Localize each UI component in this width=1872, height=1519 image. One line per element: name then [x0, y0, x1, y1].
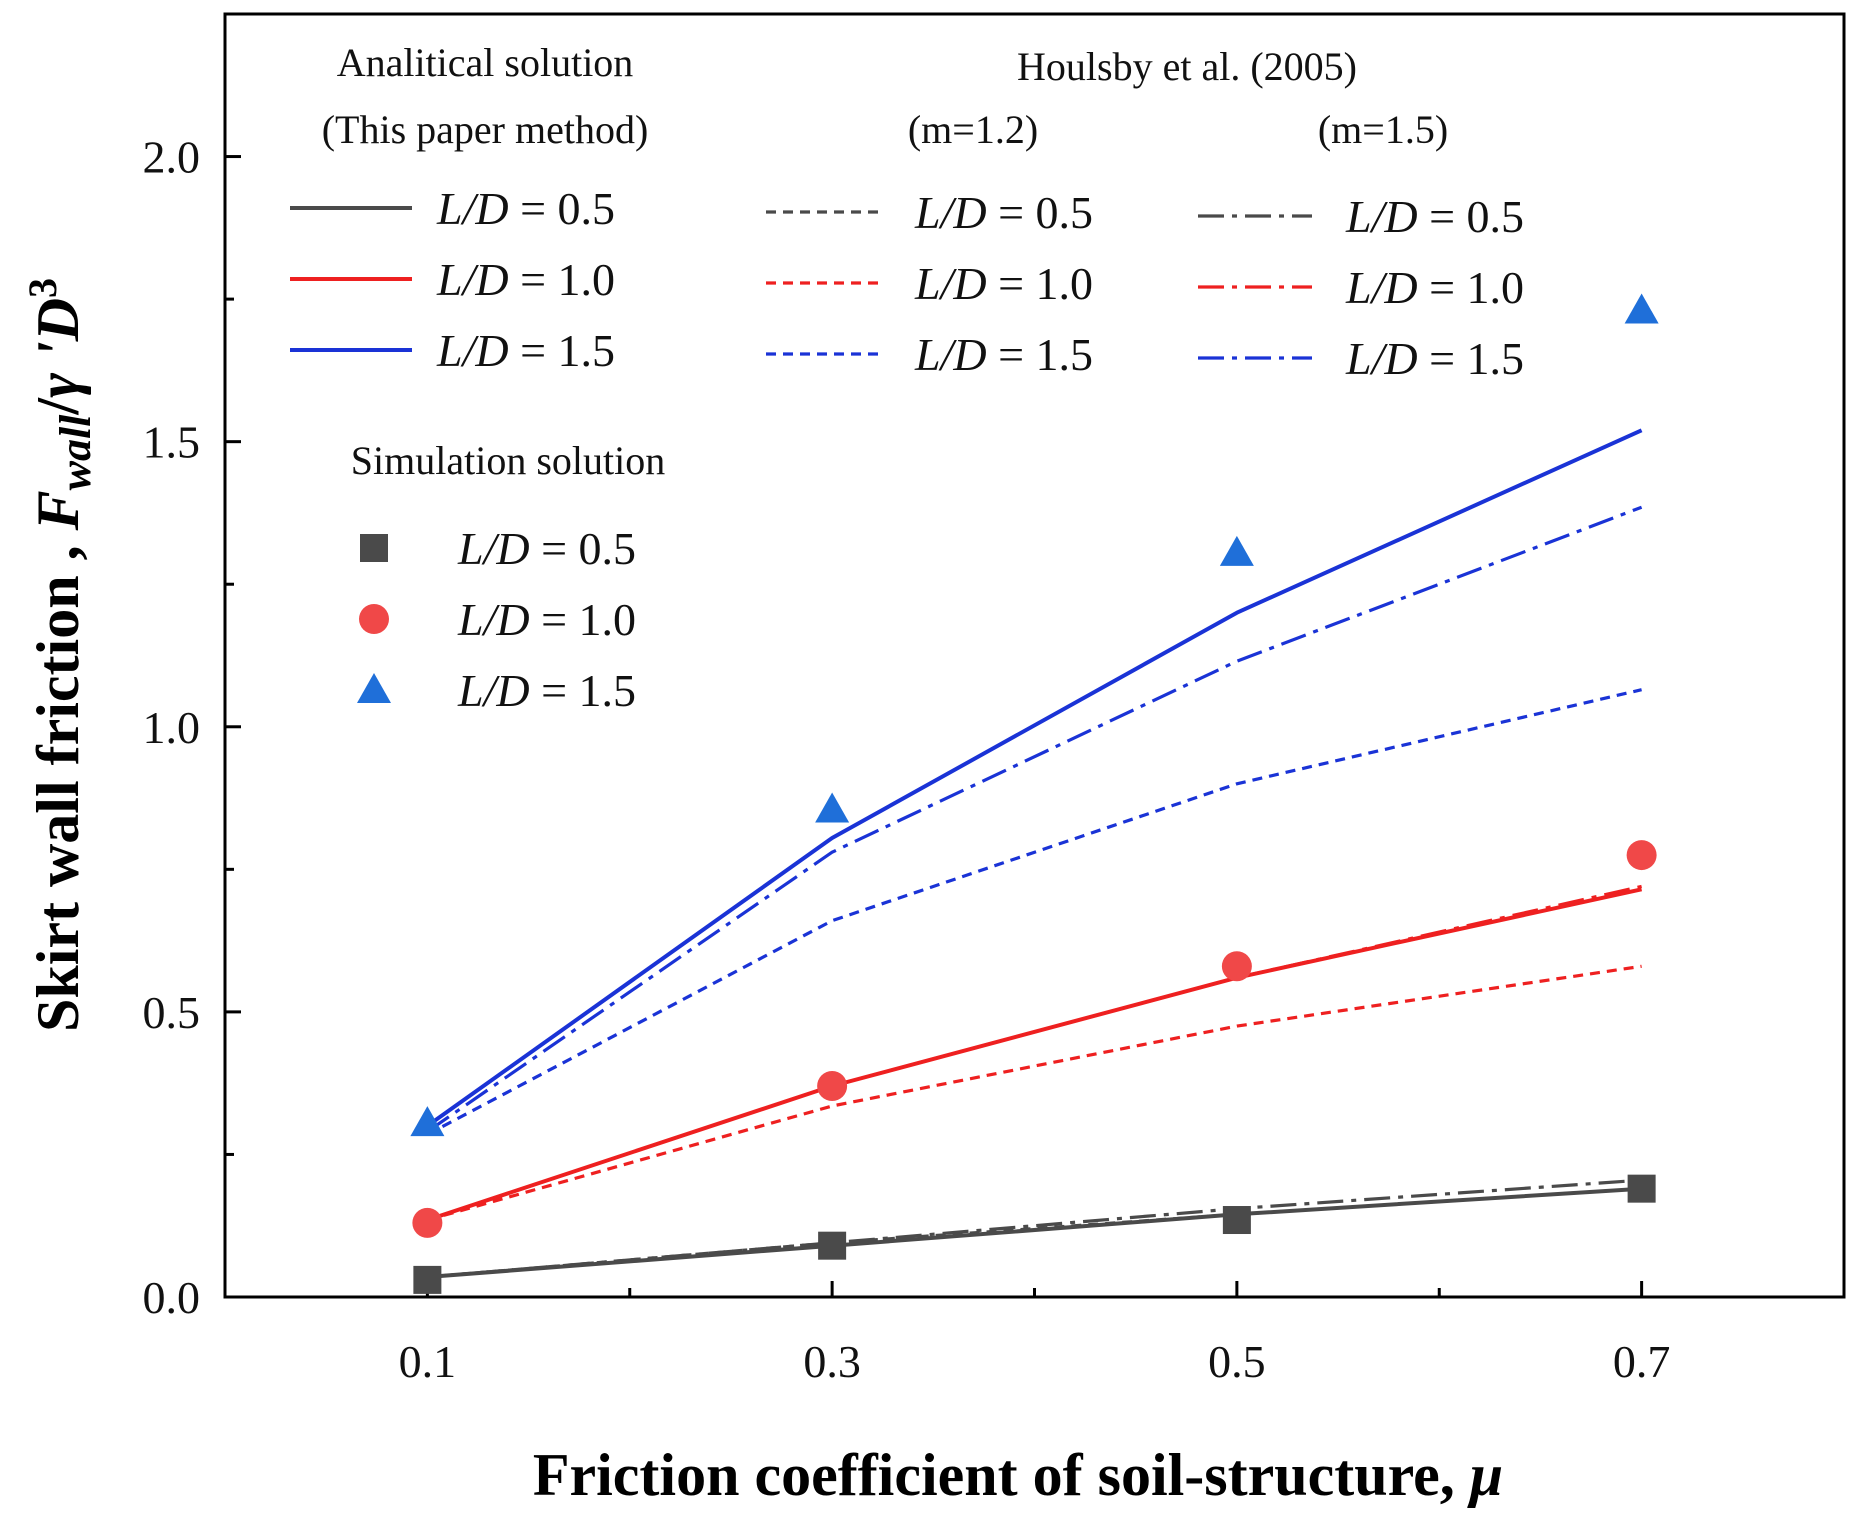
y-tick-label: 1.0 — [143, 702, 201, 753]
series-line-analytical — [426, 428, 1643, 1128]
legend-m15-label: (m=1.5) — [1318, 107, 1448, 152]
legend-entry-label: L/D = 1.0 — [914, 258, 1093, 309]
series-line-houlsby_m12 — [426, 964, 1642, 1222]
data-point-square — [1627, 1174, 1656, 1203]
legend-entry-label: L/D = 1.5 — [1345, 333, 1524, 384]
series-line-houlsby_m15 — [426, 505, 1643, 1133]
legend-entry-label: L/D = 1.5 — [914, 329, 1093, 380]
series-line-analytical — [426, 887, 1643, 1222]
axis-ticks: 0.1 0.3 0.5 0.7 0.0 0.5 1.0 1.5 2.0 — [143, 132, 1671, 1387]
legend-analytical-subtitle: (This paper method) — [322, 107, 649, 152]
x-tick-label: 0.5 — [1208, 1336, 1266, 1387]
legend-entries: L/D = 0.5 L/D = 1.0 L/D = 1.5 L/D = 0.5 L/D … — [290, 183, 1524, 716]
legend-marker-triangle — [357, 673, 391, 703]
legend-analytical-title: Analitical solution — [337, 40, 634, 85]
data-point-circle — [412, 1207, 443, 1238]
legend-entry-label: L/D = 0.5 — [436, 183, 615, 234]
data-point-triangle — [1219, 535, 1254, 566]
legend-simulation-title: Simulation solution — [351, 438, 665, 483]
legend-entry-label: L/D = 1.0 — [1345, 262, 1524, 313]
data-point-circle — [817, 1071, 848, 1102]
series-layer — [426, 428, 1643, 1279]
legend-marker-circle — [359, 604, 389, 634]
data-point-square — [413, 1265, 442, 1294]
legend-entry-label: L/D = 1.5 — [457, 665, 636, 716]
y-tick-label: 1.5 — [143, 417, 201, 468]
x-tick-label: 0.1 — [399, 1336, 457, 1387]
data-point-circle — [1221, 951, 1252, 982]
x-tick-label: 0.7 — [1613, 1336, 1671, 1387]
data-point-triangle — [815, 792, 850, 823]
series-line-analytical — [427, 1186, 1642, 1279]
legend-entry-label: L/D = 0.5 — [457, 523, 636, 574]
legend-m12-label: (m=1.2) — [908, 107, 1038, 152]
legend: Analitical solution (This paper method) … — [290, 40, 1524, 716]
legend-entry-label: L/D = 0.5 — [914, 187, 1093, 238]
y-tick-label: 0.0 — [143, 1272, 201, 1323]
legend-entry-label: L/D = 1.0 — [436, 254, 615, 305]
legend-entry-label: L/D = 1.0 — [457, 594, 636, 645]
data-point-circle — [1626, 840, 1657, 871]
x-tick-label: 0.3 — [803, 1336, 861, 1387]
marker-layer — [410, 293, 1659, 1294]
legend-entry-label: L/D = 0.5 — [1345, 191, 1524, 242]
x-axis-title: Friction coefficient of soil-structure, … — [533, 1442, 1503, 1508]
data-point-square — [818, 1231, 847, 1260]
data-point-triangle — [410, 1106, 445, 1137]
series-line-houlsby_m12 — [426, 688, 1642, 1136]
data-point-square — [1222, 1206, 1251, 1235]
y-tick-label: 0.5 — [143, 987, 201, 1038]
legend-marker-square — [360, 534, 388, 562]
y-axis-title: Skirt wall friction , Fwall/γ 'D3 — [20, 278, 100, 1032]
series-line-houlsby_m15 — [427, 1178, 1642, 1279]
series-line-houlsby_m15 — [426, 884, 1642, 1222]
legend-entry-label: L/D = 1.5 — [436, 325, 615, 376]
y-tick-label: 2.0 — [143, 132, 201, 183]
data-point-triangle — [1624, 293, 1659, 324]
legend-houlsby-title: Houlsby et al. (2005) — [1017, 44, 1357, 89]
